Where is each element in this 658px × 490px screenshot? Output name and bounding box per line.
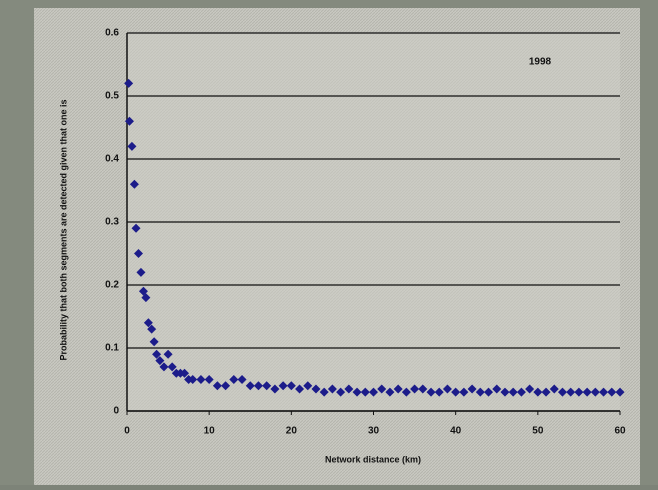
x-tick-label: 0 xyxy=(124,426,130,437)
x-axis-label: Network distance (km) xyxy=(325,454,421,464)
y-tick-label: 0.6 xyxy=(105,28,119,39)
y-axis-label: Probability that both segments are detec… xyxy=(58,99,68,360)
x-tick-label: 60 xyxy=(614,426,626,437)
y-tick-label: 0.1 xyxy=(105,343,119,354)
y-tick-label: 0 xyxy=(113,406,119,417)
y-tick-label: 0.5 xyxy=(105,91,119,102)
x-tick-label: 50 xyxy=(532,426,544,437)
y-tick-label: 0.4 xyxy=(105,154,119,165)
annotation: 1998 xyxy=(529,57,552,68)
x-tick-label: 10 xyxy=(204,426,216,437)
y-tick-label: 0.2 xyxy=(105,280,119,291)
x-tick-label: 20 xyxy=(286,426,298,437)
y-tick-label: 0.3 xyxy=(105,217,119,228)
chart: 1998 Probability that both segments are … xyxy=(0,0,658,485)
x-tick-label: 30 xyxy=(368,426,380,437)
page: 1998 Probability that both segments are … xyxy=(0,0,658,485)
x-tick-label: 40 xyxy=(450,426,462,437)
